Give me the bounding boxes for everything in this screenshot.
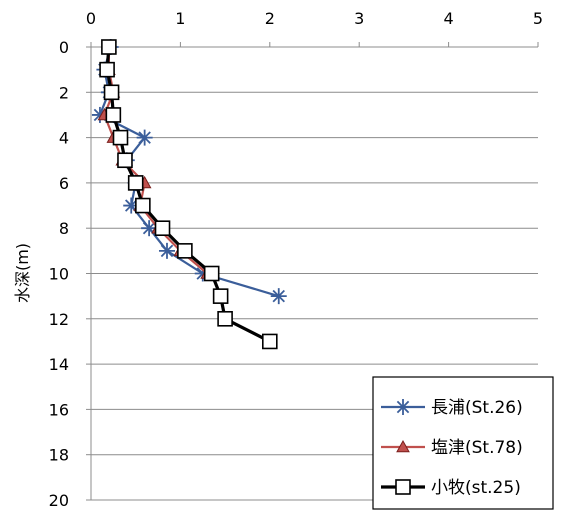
data-point-komaki xyxy=(177,243,193,259)
legend: 長浦(St.26) 塩津(St.78) 小牧(st.25) xyxy=(372,376,554,510)
x-tick-label: 4 xyxy=(444,9,454,28)
series-komaki xyxy=(99,39,278,350)
data-point-komaki xyxy=(117,152,133,169)
x-tick-label: 1 xyxy=(175,9,185,28)
y-tick-label: 2 xyxy=(59,83,69,102)
y-tick-label: 12 xyxy=(49,310,69,329)
y-tick-label: 4 xyxy=(59,129,69,148)
x-tick-labels: 0 1 2 3 4 5 xyxy=(86,9,543,28)
data-point-nagaura xyxy=(270,288,287,305)
star-stroke xyxy=(138,131,151,144)
data-point-komaki xyxy=(135,197,151,214)
y-axis-label: 水深(m) xyxy=(13,243,32,303)
y-tick-label: 14 xyxy=(49,355,69,374)
star-stroke xyxy=(396,400,410,414)
data-point-komaki xyxy=(203,265,220,282)
data-point-komaki xyxy=(101,39,117,55)
data-point-komaki xyxy=(212,288,229,304)
data-point-komaki xyxy=(105,107,122,123)
y-tick-label: 10 xyxy=(49,265,69,284)
x-tick-label: 3 xyxy=(354,9,364,28)
y-tick-label: 20 xyxy=(49,491,69,510)
x-tick-label: 2 xyxy=(265,9,275,28)
legend-label-shiotsu: 塩津(St.78) xyxy=(431,438,523,458)
legend-marker-shiotsu xyxy=(396,439,410,453)
series-nagaura xyxy=(91,39,287,305)
star-stroke xyxy=(142,221,156,235)
y-tick-labels: 0 2 4 6 8 10 12 14 16 18 20 xyxy=(49,38,69,510)
series-shiotsu xyxy=(97,39,215,279)
star-stroke xyxy=(160,244,174,258)
y-tick-label: 0 xyxy=(59,38,69,57)
legend-marker-komaki xyxy=(395,479,411,495)
y-tick-label: 18 xyxy=(49,446,69,465)
star-stroke xyxy=(272,289,285,303)
data-point-komaki xyxy=(217,310,233,327)
x-tick-label: 5 xyxy=(533,9,543,28)
y-tick-label: 6 xyxy=(59,174,69,193)
y-tick-label: 16 xyxy=(49,400,69,419)
legend-label-komaki: 小牧(st.25) xyxy=(431,478,521,498)
data-point-komaki xyxy=(112,129,129,146)
data-point-komaki xyxy=(154,220,171,236)
series-line-komaki xyxy=(105,46,271,343)
data-point-komaki xyxy=(261,333,278,350)
data-point-komaki xyxy=(99,61,115,78)
series-group xyxy=(91,39,287,350)
data-point-komaki xyxy=(103,84,120,101)
legend-marker-nagaura xyxy=(395,399,411,415)
data-point-nagaura xyxy=(158,242,175,259)
gridlines xyxy=(86,42,539,501)
x-tick-label: 0 xyxy=(86,9,96,28)
data-point-nagaura xyxy=(136,129,153,146)
y-tick-label: 8 xyxy=(59,219,69,238)
star-stroke xyxy=(124,199,138,212)
axes xyxy=(90,46,538,500)
legend-label-nagaura: 長浦(St.26) xyxy=(431,398,523,418)
data-point-komaki xyxy=(127,175,144,191)
